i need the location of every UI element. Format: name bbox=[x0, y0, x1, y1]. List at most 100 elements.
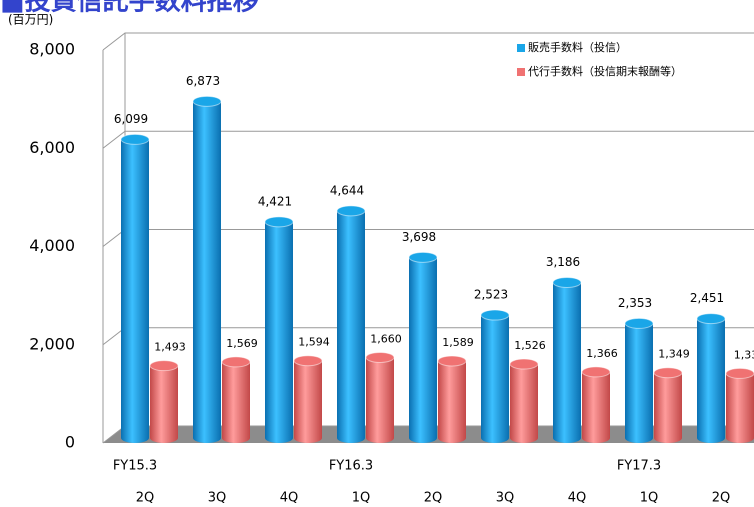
bar-top bbox=[552, 276, 582, 288]
x-tick-label: 3Q bbox=[496, 491, 515, 506]
bar bbox=[696, 313, 726, 443]
bar bbox=[581, 366, 611, 443]
data-label: 1,526 bbox=[514, 339, 546, 352]
data-label: 2,353 bbox=[618, 296, 652, 310]
bar bbox=[480, 309, 510, 443]
data-label: 6,099 bbox=[114, 112, 148, 126]
bar bbox=[120, 133, 150, 443]
data-label: 1,349 bbox=[658, 348, 690, 361]
bar-body bbox=[409, 257, 437, 438]
bar-body bbox=[481, 315, 509, 438]
bar-top bbox=[408, 251, 438, 263]
bar-body bbox=[265, 221, 293, 438]
data-label: 1,594 bbox=[298, 336, 330, 349]
bar-top bbox=[624, 317, 654, 329]
group-label: FY16.3 bbox=[329, 459, 373, 474]
bar-top bbox=[264, 216, 294, 228]
bar-bottom bbox=[553, 433, 581, 443]
data-label: 4,421 bbox=[258, 194, 292, 208]
bar-body bbox=[438, 360, 466, 438]
data-label: 1,493 bbox=[154, 341, 186, 354]
data-label: 3,186 bbox=[546, 255, 580, 269]
bar-bottom bbox=[438, 433, 466, 443]
bar-body bbox=[625, 323, 653, 438]
data-label: 3,698 bbox=[402, 230, 436, 244]
x-tick-label: 2Q bbox=[712, 491, 731, 506]
bar bbox=[509, 358, 539, 443]
bar-top bbox=[149, 360, 179, 372]
bar-body bbox=[150, 365, 178, 438]
bar-top bbox=[581, 366, 611, 378]
bar-bottom bbox=[726, 433, 754, 443]
data-label: 1,33 bbox=[734, 348, 754, 361]
x-tick-label: 2Q bbox=[424, 491, 443, 506]
data-label: 1,366 bbox=[586, 347, 618, 360]
bar-bottom bbox=[366, 433, 394, 443]
bar bbox=[192, 95, 222, 443]
bar bbox=[408, 251, 438, 443]
legend-swatch bbox=[517, 68, 525, 76]
chart-title: ■投資信託手数料推移 bbox=[0, 0, 259, 17]
bar-body bbox=[337, 210, 365, 438]
bar-body bbox=[582, 371, 610, 438]
bar-body bbox=[366, 357, 394, 438]
bar-bottom bbox=[481, 433, 509, 443]
bar-bottom bbox=[654, 433, 682, 443]
y-tick-label: 8,000 bbox=[29, 40, 75, 59]
y-tick-label: 4,000 bbox=[29, 236, 75, 255]
bar bbox=[365, 351, 395, 443]
bar bbox=[264, 216, 294, 443]
grid-line bbox=[102, 32, 754, 51]
legend-swatch bbox=[517, 44, 525, 52]
bar-top bbox=[696, 313, 726, 325]
bar-top bbox=[509, 358, 539, 370]
bar-bottom bbox=[582, 433, 610, 443]
bar-top bbox=[192, 95, 222, 107]
data-label: 1,569 bbox=[226, 337, 258, 350]
bar-top bbox=[480, 309, 510, 321]
bar-top bbox=[120, 133, 150, 145]
data-label: 1,589 bbox=[442, 336, 474, 349]
legend-label: 販売手数料（投信） bbox=[528, 40, 627, 54]
grid-line bbox=[102, 130, 754, 149]
y-tick-label: 2,000 bbox=[29, 334, 75, 353]
bar-bottom bbox=[265, 433, 293, 443]
x-tick-label: 4Q bbox=[280, 491, 299, 506]
bar-body bbox=[193, 101, 221, 438]
data-label: 2,451 bbox=[690, 291, 724, 305]
data-label: 6,873 bbox=[186, 74, 220, 88]
bar-bottom bbox=[337, 433, 365, 443]
bar-bottom bbox=[121, 433, 149, 443]
bar bbox=[624, 317, 654, 443]
x-tick-label: 2Q bbox=[136, 491, 155, 506]
bar-top bbox=[725, 367, 754, 379]
bar-bottom bbox=[150, 433, 178, 443]
bar-bottom bbox=[409, 433, 437, 443]
data-label: 2,523 bbox=[474, 288, 508, 302]
group-label: FY17.3 bbox=[617, 459, 661, 474]
bar-top bbox=[336, 205, 366, 217]
data-label: 4,644 bbox=[330, 183, 364, 197]
bar bbox=[149, 360, 179, 443]
legend-label: 代行手数料（投信期末報酬等） bbox=[528, 64, 682, 78]
bar-top bbox=[365, 351, 395, 363]
bar-body bbox=[294, 360, 322, 438]
x-tick-label: 3Q bbox=[208, 491, 227, 506]
bar-body bbox=[654, 372, 682, 438]
y-unit: (百万円) bbox=[8, 13, 53, 27]
bar-top bbox=[293, 355, 323, 367]
bar-bottom bbox=[625, 433, 653, 443]
bar-body bbox=[510, 364, 538, 438]
data-label: 1,660 bbox=[370, 332, 402, 345]
bar bbox=[725, 367, 754, 443]
y-tick-label: 0 bbox=[65, 433, 75, 452]
bar bbox=[437, 355, 467, 443]
bar-bottom bbox=[510, 433, 538, 443]
bar-body bbox=[222, 361, 250, 438]
x-tick-label: 1Q bbox=[352, 491, 371, 506]
bar bbox=[293, 355, 323, 443]
bar-bottom bbox=[222, 433, 250, 443]
bar-body bbox=[697, 318, 725, 438]
bar bbox=[221, 356, 251, 443]
bar bbox=[653, 367, 683, 443]
